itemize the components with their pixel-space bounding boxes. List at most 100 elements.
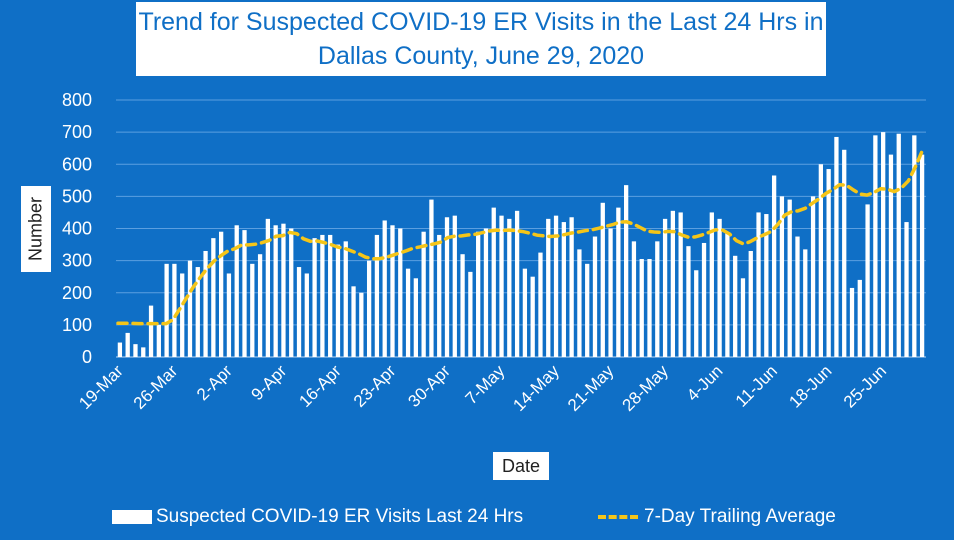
bar bbox=[701, 242, 707, 357]
x-tick-label: 2-Apr bbox=[193, 361, 236, 404]
bar bbox=[779, 196, 785, 357]
x-tick-label: 14-May bbox=[509, 361, 563, 415]
legend-label-bars: Suspected COVID-19 ER Visits Last 24 Hrs bbox=[156, 506, 524, 527]
x-tick-label: 25-Jun bbox=[840, 361, 890, 411]
chart-title: Trend for Suspected COVID-19 ER Visits i… bbox=[136, 2, 826, 76]
y-tick-label: 700 bbox=[62, 122, 92, 142]
legend-label-average: 7-Day Trailing Average bbox=[644, 506, 836, 527]
bar bbox=[320, 234, 325, 357]
bar bbox=[818, 164, 823, 357]
bar bbox=[725, 233, 730, 357]
bar bbox=[865, 204, 870, 357]
x-tick-label: 16-Apr bbox=[295, 361, 345, 411]
bar bbox=[709, 212, 714, 357]
x-tick-labels: 19-Mar 26-Mar 2-Apr 9-Apr 16-Apr 23-Apr 30-Apr… bbox=[75, 361, 890, 415]
bar bbox=[561, 222, 566, 357]
bar bbox=[444, 217, 450, 357]
x-tick-label: 26-Mar bbox=[130, 361, 182, 413]
bar bbox=[242, 230, 247, 357]
bar bbox=[289, 228, 294, 357]
bar bbox=[826, 169, 831, 357]
bar bbox=[476, 231, 481, 357]
x-tick-label: 9-Apr bbox=[248, 361, 291, 404]
bar bbox=[919, 154, 925, 357]
bar bbox=[265, 218, 271, 357]
bar bbox=[522, 268, 528, 357]
bar bbox=[195, 267, 200, 357]
x-tick-label: 4-Jun bbox=[683, 361, 727, 405]
bar bbox=[328, 234, 333, 357]
bar bbox=[553, 215, 559, 357]
bar bbox=[468, 271, 473, 357]
bar bbox=[359, 292, 364, 357]
bar bbox=[857, 279, 862, 357]
bar bbox=[257, 254, 263, 357]
legend-item-bars: Suspected COVID-19 ER Visits Last 24 Hrs bbox=[112, 505, 523, 529]
bar bbox=[577, 249, 582, 357]
y-tick-label: 100 bbox=[62, 315, 92, 335]
bar bbox=[740, 278, 746, 357]
bar bbox=[546, 218, 551, 357]
bar-series bbox=[117, 132, 925, 357]
average-line bbox=[116, 149, 924, 326]
bar bbox=[647, 259, 652, 357]
bar bbox=[374, 234, 380, 357]
bar bbox=[756, 212, 761, 357]
bar bbox=[670, 210, 676, 357]
bar bbox=[437, 234, 442, 357]
bar bbox=[366, 260, 372, 357]
bar bbox=[771, 175, 777, 357]
bar bbox=[452, 215, 457, 357]
bar bbox=[694, 270, 699, 357]
bar bbox=[608, 228, 613, 357]
bar bbox=[133, 344, 138, 357]
bar bbox=[507, 218, 512, 357]
x-axis-label-text: Date bbox=[501, 455, 541, 476]
chart-title-line-1: Trend for Suspected COVID-19 ER Visits i… bbox=[138, 8, 824, 36]
bar bbox=[304, 273, 309, 357]
bar bbox=[873, 135, 878, 357]
x-axis-label: Date bbox=[493, 452, 549, 480]
bar bbox=[172, 263, 177, 357]
bar bbox=[810, 196, 816, 357]
bar bbox=[156, 324, 161, 357]
bar bbox=[226, 273, 232, 357]
bar bbox=[390, 225, 395, 357]
bar bbox=[491, 207, 496, 357]
bar bbox=[281, 223, 286, 357]
bar bbox=[834, 136, 839, 357]
bar bbox=[592, 236, 598, 357]
y-tick-label: 600 bbox=[62, 154, 92, 174]
bar bbox=[662, 218, 668, 357]
bar bbox=[335, 244, 341, 357]
bar bbox=[343, 241, 348, 357]
bar bbox=[787, 199, 792, 357]
bar bbox=[888, 154, 894, 357]
bar bbox=[655, 241, 660, 357]
bar bbox=[600, 202, 605, 357]
bar bbox=[203, 250, 208, 357]
y-tick-label: 400 bbox=[62, 219, 92, 239]
bar bbox=[273, 225, 278, 357]
bar bbox=[312, 238, 317, 357]
bar bbox=[164, 263, 169, 357]
y-tick-label: 300 bbox=[62, 251, 92, 271]
y-tick-label: 0 bbox=[82, 347, 92, 367]
bar bbox=[483, 228, 489, 357]
bar bbox=[764, 214, 769, 357]
bar bbox=[405, 268, 411, 357]
bar bbox=[187, 260, 193, 357]
y-tick-label: 800 bbox=[62, 90, 92, 110]
bar bbox=[296, 267, 302, 357]
bar bbox=[842, 149, 847, 357]
legend-swatch-bar bbox=[112, 510, 152, 524]
bar bbox=[803, 249, 808, 357]
plot-area: 0 100 200 300 400 500 600 700 800 19-Mar 26-Mar 2-… bbox=[62, 90, 926, 415]
bar bbox=[421, 231, 426, 357]
bar bbox=[180, 273, 185, 357]
bar bbox=[881, 132, 886, 357]
bar bbox=[639, 259, 644, 357]
bar bbox=[912, 135, 917, 357]
bar bbox=[429, 199, 434, 357]
y-tick-label: 200 bbox=[62, 283, 92, 303]
